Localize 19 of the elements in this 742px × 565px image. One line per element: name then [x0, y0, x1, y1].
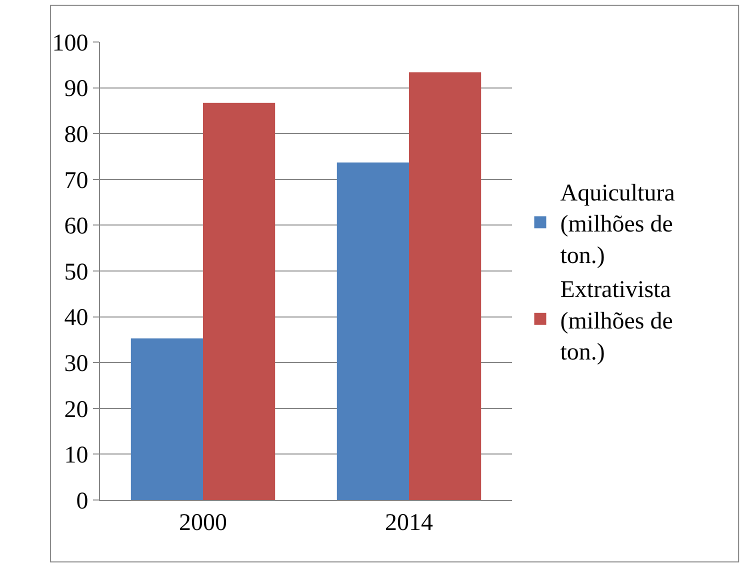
x-tick-label: 2000	[179, 510, 227, 536]
bar	[336, 162, 409, 500]
bar	[203, 102, 276, 500]
y-tick-label: 30	[64, 351, 88, 377]
y-tick-label: 80	[64, 122, 88, 148]
legend-label: Aquicultura (milhões de ton.)	[560, 180, 676, 269]
x-tick-label: 2014	[385, 510, 433, 536]
y-tick-label: 90	[64, 76, 88, 102]
y-tick-label: 70	[64, 168, 88, 194]
y-tick-label: 50	[64, 259, 88, 286]
bar	[409, 72, 482, 500]
y-tick-label: 60	[64, 214, 88, 240]
bar	[130, 338, 203, 500]
y-tick-label: 20	[64, 396, 88, 423]
y-tick-label: 0	[76, 488, 88, 514]
y-tick-label: 10	[64, 442, 88, 469]
y-tick-label: 100	[52, 30, 88, 56]
y-tick-label: 40	[64, 305, 88, 332]
legend-label: Extrativista (milhões de ton.)	[560, 277, 673, 366]
